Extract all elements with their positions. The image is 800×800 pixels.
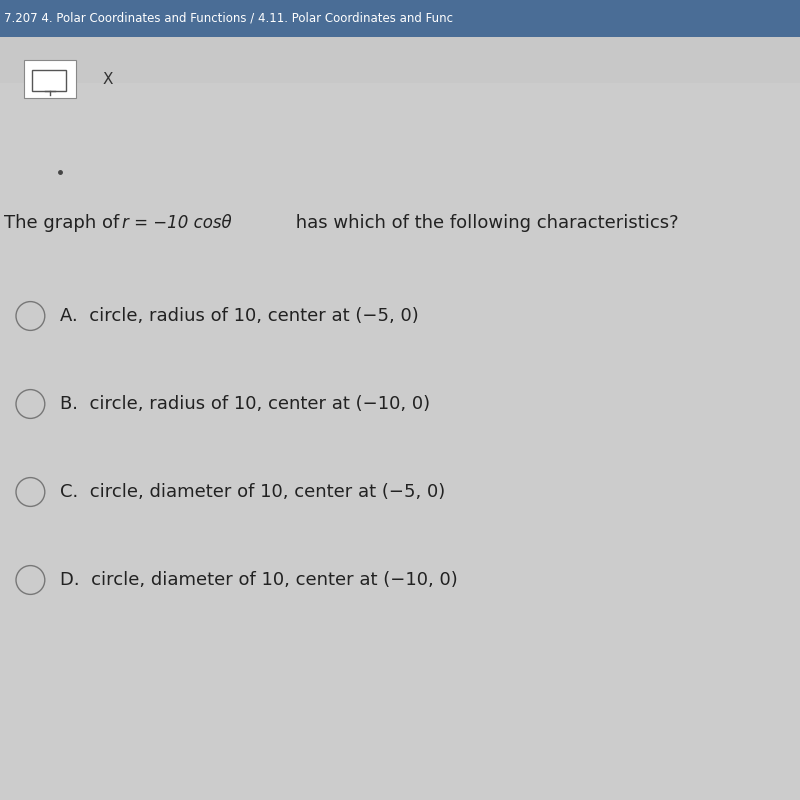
Text: has which of the following characteristics?: has which of the following characteristi… bbox=[290, 214, 679, 232]
Text: C.  circle, diameter of 10, center at (−5, 0): C. circle, diameter of 10, center at (−5… bbox=[60, 483, 446, 501]
FancyBboxPatch shape bbox=[24, 60, 76, 98]
Text: B.  circle, radius of 10, center at (−10, 0): B. circle, radius of 10, center at (−10,… bbox=[60, 395, 430, 413]
Text: D.  circle, diameter of 10, center at (−10, 0): D. circle, diameter of 10, center at (−1… bbox=[60, 571, 458, 589]
Text: 7.207 4. Polar Coordinates and Functions / 4.11. Polar Coordinates and Func: 7.207 4. Polar Coordinates and Functions… bbox=[4, 12, 453, 25]
FancyBboxPatch shape bbox=[0, 37, 800, 83]
Text: X: X bbox=[102, 72, 114, 86]
Text: The graph of: The graph of bbox=[4, 214, 125, 232]
Text: r = −10 cosθ: r = −10 cosθ bbox=[122, 214, 232, 232]
Text: A.  circle, radius of 10, center at (−5, 0): A. circle, radius of 10, center at (−5, … bbox=[60, 307, 418, 325]
FancyBboxPatch shape bbox=[0, 0, 800, 37]
